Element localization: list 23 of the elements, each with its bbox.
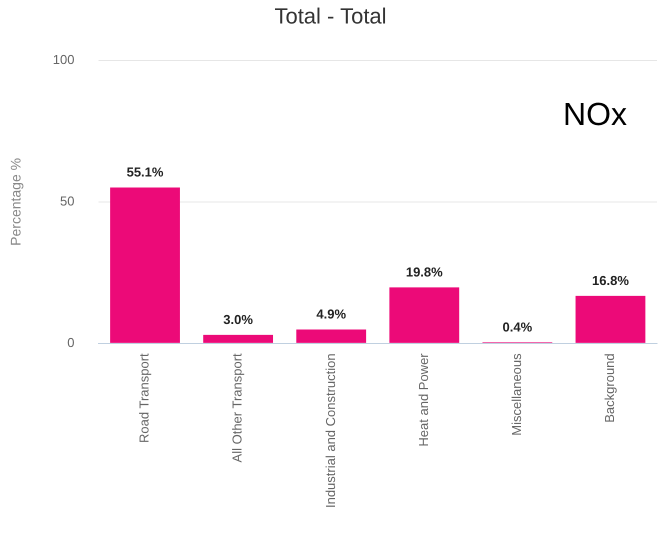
bar (110, 187, 180, 343)
bar (389, 287, 460, 343)
y-axis-title: Percentage % (7, 158, 24, 246)
bar (576, 296, 646, 343)
annotation: NOx (563, 96, 627, 132)
data-label: 3.0% (223, 312, 254, 327)
x-tick-label: Background (602, 353, 618, 423)
x-tick-label: Industrial and Construction (322, 353, 338, 508)
chart-title: Total - Total (274, 3, 387, 28)
bar (296, 329, 366, 343)
data-label: 16.8% (592, 272, 630, 288)
data-label: 0.4% (502, 319, 533, 334)
x-tick-label: Heat and Power (416, 352, 431, 447)
x-tick-label: Miscellaneous (508, 352, 524, 436)
x-tick-label: All Other Transport (230, 352, 245, 462)
bar (203, 334, 274, 343)
x-tick-label: Road Transport (136, 352, 152, 443)
y-tick-label: 0 (67, 334, 74, 350)
y-tick-label: 100 (52, 52, 74, 67)
data-label: 19.8% (406, 264, 444, 280)
data-label: 4.9% (316, 306, 346, 322)
y-tick-label: 50 (60, 193, 74, 208)
data-label: 55.1% (126, 164, 164, 180)
